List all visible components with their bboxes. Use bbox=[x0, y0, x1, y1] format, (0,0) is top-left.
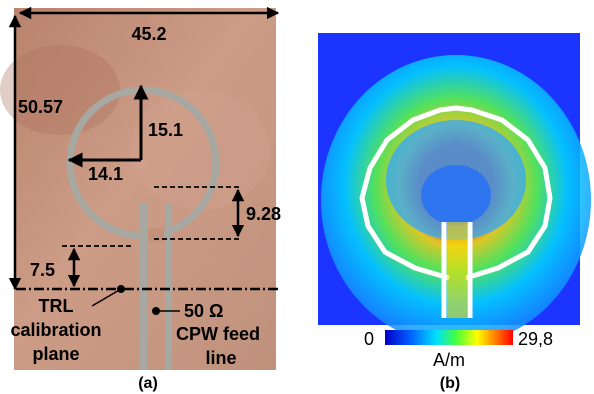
feed-glow bbox=[447, 222, 467, 318]
cpw-label-line-1: 50 Ω bbox=[184, 301, 223, 321]
width-dimension-label: 45.2 bbox=[131, 24, 166, 44]
cpw-feed-strip-right bbox=[165, 204, 172, 370]
panel-a: 45.2 50.57 15.1 14.1 9.28 7.5 TRL calibr… bbox=[0, 6, 281, 392]
colorbar bbox=[385, 330, 513, 345]
colorbar-unit-label: A/m bbox=[433, 350, 465, 370]
height-dimension-label: 50.57 bbox=[18, 97, 63, 117]
radius-horizontal-label: 14.1 bbox=[88, 164, 123, 184]
trl-label-line-3: plane bbox=[32, 344, 79, 364]
panel-a-caption: (a) bbox=[138, 375, 158, 392]
panel-b: 0 29,8 A/m (b) bbox=[318, 33, 591, 392]
colorbar-min-label: 0 bbox=[364, 329, 374, 349]
inner-cool-center bbox=[421, 165, 491, 225]
ring-cover bbox=[148, 228, 164, 242]
cpw-label-line-2: CPW feed bbox=[176, 324, 260, 344]
colorbar-max-label: 29,8 bbox=[518, 329, 553, 349]
radius-vertical-label: 15.1 bbox=[148, 120, 183, 140]
trl-label-line-1: TRL bbox=[39, 296, 74, 316]
board-blotch bbox=[130, 90, 270, 210]
cpw-label-line-3: line bbox=[205, 348, 236, 368]
simulated-loop-trace bbox=[359, 105, 553, 281]
trl-pointer-line bbox=[91, 288, 122, 307]
offset-dimension-label: 7.5 bbox=[30, 260, 55, 280]
trl-label-line-2: calibration bbox=[10, 320, 101, 340]
cpw-feed-strip-left bbox=[140, 204, 147, 370]
gap-dimension-label: 9.28 bbox=[246, 204, 281, 224]
panel-b-caption: (b) bbox=[440, 375, 460, 392]
board-blotch bbox=[0, 45, 120, 135]
